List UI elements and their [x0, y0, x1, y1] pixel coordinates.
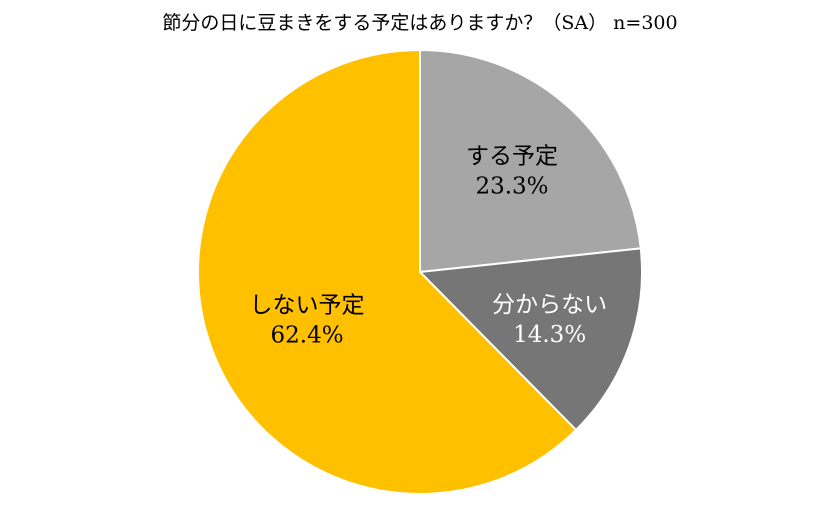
slice-value-label: 62.4%	[271, 322, 344, 348]
pie-slice	[197, 48, 578, 495]
pie-slice	[419, 48, 642, 274]
slice-label: しない予定	[250, 292, 365, 318]
pie-slice	[417, 247, 643, 432]
chart-title: 節分の日に豆まきをする予定はありますか？（SA） n=300	[162, 12, 678, 34]
slice-value-label: 23.3%	[475, 174, 548, 200]
slice-value-label: 14.3%	[513, 322, 586, 348]
slice-label: する予定	[466, 144, 558, 170]
slice-label: 分からない	[492, 292, 607, 318]
